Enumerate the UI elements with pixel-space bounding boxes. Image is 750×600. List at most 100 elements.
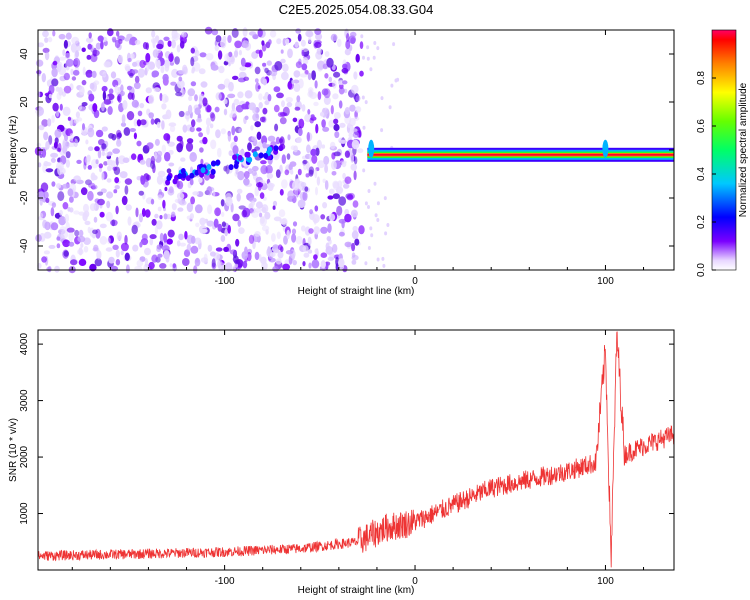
noise-speckle xyxy=(87,165,93,170)
noise-speckle xyxy=(133,132,137,140)
noise-speckle xyxy=(191,119,196,128)
noise-speckle xyxy=(38,124,45,131)
noise-speckle xyxy=(171,68,179,78)
noise-speckle xyxy=(70,68,74,76)
noise-speckle xyxy=(69,133,74,142)
noise-speckle xyxy=(164,151,171,162)
noise-speckle xyxy=(268,39,272,45)
noise-speckle xyxy=(52,60,58,66)
noise-speckle xyxy=(221,211,225,217)
noise-speckle xyxy=(303,252,310,258)
noise-speckle xyxy=(239,66,247,71)
noise-speckle xyxy=(287,134,291,141)
noise-speckle xyxy=(51,115,55,123)
noise-speckle xyxy=(323,88,331,99)
noise-speckle xyxy=(335,256,339,267)
noise-speckle xyxy=(67,116,71,121)
noise-speckle xyxy=(255,82,260,92)
carrier-band-peak xyxy=(367,153,674,156)
noise-speckle xyxy=(320,252,328,258)
noise-speckle xyxy=(220,128,226,135)
noise-speckle xyxy=(163,233,168,243)
noise-speckle xyxy=(210,139,217,150)
noise-speckle xyxy=(114,85,119,94)
noise-speckle xyxy=(339,139,347,144)
noise-speckle xyxy=(199,217,206,226)
snr-panel: -100 0 100 1000 2000 3000 4000 Height of stra… xyxy=(8,329,675,596)
noise-speckle xyxy=(167,141,175,147)
noise-speckle xyxy=(254,251,260,261)
noise-speckle xyxy=(139,241,143,248)
noise-speckle xyxy=(308,166,315,175)
noise-speckle xyxy=(359,41,364,49)
noise-speckle xyxy=(163,213,168,220)
noise-speckle xyxy=(394,78,398,83)
noise-speckle xyxy=(238,49,242,56)
noise-speckle xyxy=(251,165,259,172)
colorbar-ticks: 0.0 0.2 0.4 0.6 0.8 xyxy=(696,71,716,277)
noise-speckle xyxy=(80,187,88,196)
noise-speckle xyxy=(361,95,365,100)
noise-speckle xyxy=(101,102,105,112)
noise-speckle xyxy=(190,56,195,67)
noise-speckle xyxy=(86,54,92,60)
noise-speckle xyxy=(380,96,384,101)
noise-speckle xyxy=(65,151,71,159)
noise-speckle xyxy=(333,71,341,78)
noise-speckle xyxy=(45,141,50,150)
trace-speckle xyxy=(210,168,216,175)
noise-speckle xyxy=(300,39,306,47)
noise-speckle xyxy=(279,189,284,196)
noise-speckle xyxy=(87,146,94,151)
noise-speckle xyxy=(317,91,322,101)
noise-speckle xyxy=(322,202,328,209)
x-tick-label: 100 xyxy=(597,276,614,287)
noise-speckle xyxy=(78,229,84,237)
noise-speckle xyxy=(187,88,196,97)
noise-speckle xyxy=(71,36,80,45)
noise-speckle xyxy=(89,203,97,212)
noise-speckle xyxy=(148,112,154,119)
noise-speckle xyxy=(277,250,284,259)
noise-speckle xyxy=(162,73,169,82)
noise-speckle xyxy=(260,165,268,175)
noise-speckle xyxy=(295,61,302,69)
noise-speckle xyxy=(150,118,155,125)
noise-speckle xyxy=(190,245,199,254)
noise-speckle xyxy=(154,138,160,146)
noise-speckle xyxy=(229,249,237,255)
noise-speckle xyxy=(144,209,151,218)
noise-speckle xyxy=(134,75,140,84)
noise-speckle xyxy=(131,224,138,235)
colorbar-tick-label: 0.2 xyxy=(696,215,707,229)
noise-speckle xyxy=(88,93,95,102)
noise-speckle xyxy=(166,168,172,174)
noise-speckle xyxy=(275,258,282,265)
noise-speckle xyxy=(369,226,373,231)
noise-speckle xyxy=(233,98,240,106)
noise-speckle xyxy=(97,191,104,196)
noise-speckle xyxy=(240,57,246,67)
noise-speckle xyxy=(324,51,330,57)
noise-speckle xyxy=(132,244,139,252)
noise-speckle xyxy=(186,215,193,220)
noise-speckle xyxy=(305,173,310,178)
noise-speckle xyxy=(332,243,338,253)
noise-speckle xyxy=(357,148,364,154)
noise-speckle xyxy=(157,253,163,258)
noise-speckle xyxy=(354,238,360,246)
noise-speckle xyxy=(54,128,62,138)
noise-speckle xyxy=(272,265,279,273)
noise-speckle xyxy=(83,203,89,213)
spectrogram-noise-cloud xyxy=(34,26,401,274)
noise-speckle xyxy=(224,262,233,272)
noise-speckle xyxy=(274,123,279,132)
noise-speckle xyxy=(148,261,155,270)
noise-speckle xyxy=(53,141,58,149)
noise-speckle xyxy=(156,244,163,250)
noise-speckle xyxy=(330,141,336,150)
noise-speckle xyxy=(243,76,250,82)
noise-speckle xyxy=(282,63,289,72)
noise-speckle xyxy=(41,256,47,263)
noise-speckle xyxy=(236,193,241,202)
